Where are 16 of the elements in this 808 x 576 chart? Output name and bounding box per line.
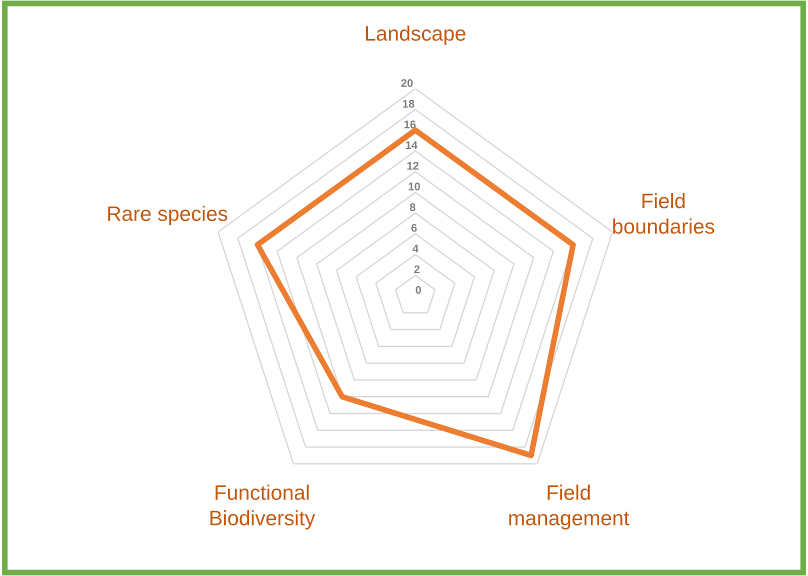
y-tick-label: 10 (408, 182, 420, 190)
spoke-label: Functional Biodiversity (210, 484, 316, 530)
y-tick-label: 18 (402, 100, 414, 108)
y-tick-label: 20 (401, 79, 413, 88)
spoke-label: Landscape (366, 26, 466, 45)
spoke-label: Field management (509, 484, 630, 530)
spoke-label: Rare species (108, 206, 228, 226)
y-tick-label: 6 (411, 224, 417, 232)
y-tick-label: 14 (406, 141, 418, 149)
y-tick-label: 2 (414, 265, 420, 274)
y-tick-label: 16 (404, 120, 416, 128)
spoke-label: Field boundaries (613, 193, 714, 234)
y-tick-label: 0 (416, 286, 422, 294)
y-tick-label: 8 (410, 203, 416, 212)
y-tick-label: 12 (407, 162, 419, 170)
y-tick-label: 4 (412, 244, 419, 252)
